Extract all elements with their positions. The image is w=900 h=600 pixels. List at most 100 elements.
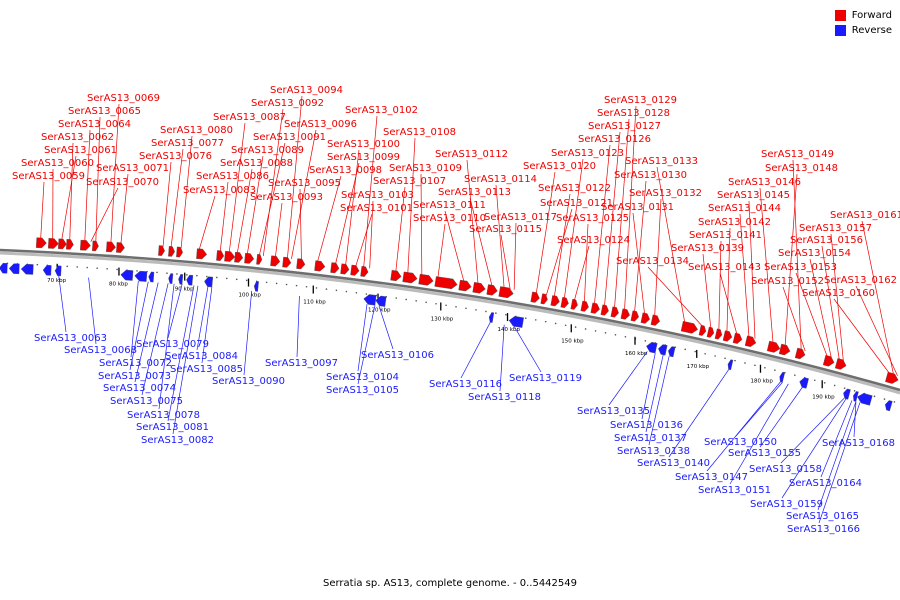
scale-minor-dot: [435, 302, 437, 305]
reverse-leader-line: [88, 277, 97, 345]
scale-minor-dot: [764, 366, 766, 369]
forward-gene-label: SerAS13_0107: [373, 176, 446, 187]
reverse-leader-line: [641, 353, 656, 420]
forward-leader-line: [291, 129, 317, 259]
forward-gene-label: SerAS13_0103: [341, 190, 414, 201]
scale-minor-dot: [465, 307, 467, 310]
forward-gene-arrow: [540, 293, 548, 305]
scale-tick-label: 130 kbp: [431, 316, 454, 322]
scale-minor-dot: [744, 362, 746, 364]
forward-gene-arrow: [698, 324, 707, 336]
forward-gene-arrow: [744, 335, 757, 347]
reverse-leader-line: [167, 285, 195, 422]
scale-minor-dot: [843, 387, 846, 389]
forward-gene-label: SerAS13_0114: [464, 174, 537, 185]
scale-minor-dot: [485, 310, 487, 313]
forward-leader-line: [162, 161, 172, 247]
forward-leader-line: [632, 212, 645, 315]
forward-leader-line: [355, 213, 373, 267]
forward-gene-arrow: [794, 347, 806, 360]
reverse-gene-label: SerAS13_0155: [728, 448, 801, 459]
reverse-leader-line: [645, 354, 664, 433]
forward-gene-label: SerAS13_0154: [778, 248, 851, 259]
reverse-leader-line: [759, 387, 803, 448]
reverse-leader-line: [499, 324, 505, 392]
scale-tick-label: 110 kbp: [303, 300, 326, 306]
scale-minor-dot: [96, 267, 98, 269]
scale-minor-dot: [186, 274, 188, 276]
forward-leader-line: [821, 245, 840, 360]
scale-minor-dot: [604, 332, 607, 334]
reverse-gene-arrow: [668, 346, 676, 358]
forward-gene-arrow: [560, 297, 569, 308]
forward-gene-label: SerAS13_0112: [435, 149, 508, 160]
forward-leader-line: [469, 197, 493, 287]
forward-gene-arrow: [472, 282, 486, 294]
scale-minor-dot: [813, 379, 816, 382]
scale-minor-dot: [734, 359, 736, 362]
forward-gene-arrow: [680, 321, 699, 334]
forward-gene-arrow: [330, 262, 340, 274]
scale-minor-dot: [455, 305, 457, 308]
forward-leader-line: [545, 208, 573, 296]
forward-leader-line: [198, 195, 216, 250]
scale-minor-dot: [156, 271, 158, 274]
forward-gene-arrow: [80, 239, 91, 251]
forward-gene-label: SerAS13_0125: [556, 213, 629, 224]
reverse-gene-label: SerAS13_0164: [789, 478, 862, 489]
forward-gene-label: SerAS13_0126: [578, 134, 651, 145]
forward-leader-line: [604, 131, 621, 307]
forward-gene-label: SerAS13_0133: [625, 156, 698, 167]
forward-gene-arrow: [234, 251, 244, 263]
reverse-leader-line: [853, 401, 857, 438]
reverse-leader-line: [296, 295, 300, 358]
scale-minor-dot: [116, 268, 118, 271]
forward-gene-arrow: [418, 273, 434, 286]
forward-gene-arrow: [168, 246, 175, 257]
scale-minor-dot: [275, 282, 278, 285]
legend-forward-label: Forward: [851, 10, 892, 21]
scale-tick-label: 160 kbp: [625, 351, 648, 357]
forward-leader-line: [228, 122, 246, 253]
forward-gene-label: SerAS13_0101: [340, 203, 413, 214]
forward-gene-label: SerAS13_0094: [270, 85, 343, 96]
forward-gene-label: SerAS13_0142: [698, 217, 771, 228]
genome-caption: Serratia sp. AS13, complete genome. - 0.…: [322, 578, 577, 589]
forward-gene-label: SerAS13_0060: [21, 158, 94, 169]
forward-gene-label: SerAS13_0110: [413, 213, 486, 224]
reverse-leader-line: [781, 398, 847, 499]
forward-leader-line: [654, 198, 662, 317]
forward-leader-line: [420, 173, 423, 276]
forward-leader-line: [833, 298, 890, 374]
forward-gene-arrow: [722, 330, 733, 342]
forward-leader-line: [726, 227, 731, 333]
forward-gene-arrow: [732, 332, 743, 344]
reverse-gene-arrow: [186, 274, 194, 286]
forward-leader-line: [466, 159, 479, 284]
forward-leader-line: [345, 149, 360, 266]
forward-gene-label: SerAS13_0162: [824, 275, 897, 286]
scale-tick-label: 150 kbp: [561, 338, 584, 344]
reverse-gene-label: SerAS13_0147: [675, 472, 748, 483]
reverse-leader-line: [608, 351, 648, 406]
reverse-gene-arrow: [204, 276, 214, 288]
forward-swatch-icon: [834, 10, 846, 21]
forward-gene-arrow: [216, 250, 225, 261]
forward-leader-line: [95, 116, 101, 243]
forward-gene-arrow: [296, 258, 306, 270]
reverse-gene-label: SerAS13_0136: [610, 420, 683, 431]
reverse-gene-arrow: [178, 274, 184, 285]
reverse-leader-line: [158, 283, 175, 410]
reverse-gene-arrow: [8, 263, 20, 275]
forward-leader-line: [855, 285, 898, 376]
forward-gene-label: SerAS13_0089: [231, 145, 304, 156]
forward-leader-line: [553, 193, 571, 297]
reverse-gene-arrow: [853, 391, 859, 402]
forward-gene-label: SerAS13_0148: [765, 163, 838, 174]
reverse-leader-line: [780, 398, 845, 464]
forward-gene-label: SerAS13_0059: [12, 171, 85, 182]
reverse-gene-arrow: [120, 269, 134, 281]
reverse-leader-line: [243, 290, 253, 376]
forward-gene-label: SerAS13_0149: [761, 149, 834, 160]
scale-minor-dot: [86, 266, 89, 269]
